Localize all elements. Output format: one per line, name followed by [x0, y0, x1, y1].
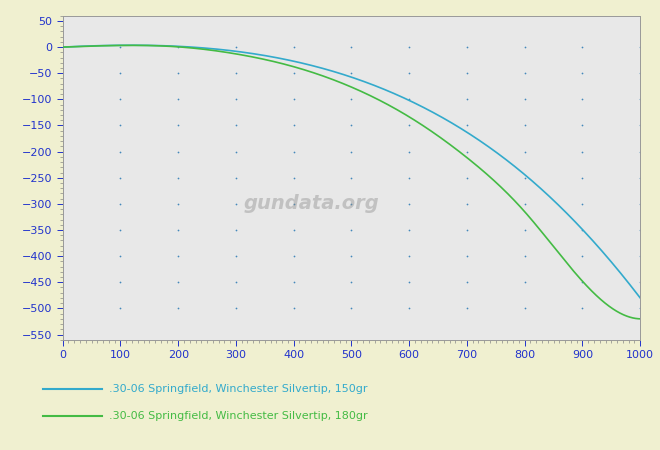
Text: .30-06 Springfield, Winchester Silvertip, 180gr: .30-06 Springfield, Winchester Silvertip…: [109, 411, 368, 421]
Text: .30-06 Springfield, Winchester Silvertip, 150gr: .30-06 Springfield, Winchester Silvertip…: [109, 384, 368, 394]
Text: gundata.org: gundata.org: [243, 194, 379, 213]
